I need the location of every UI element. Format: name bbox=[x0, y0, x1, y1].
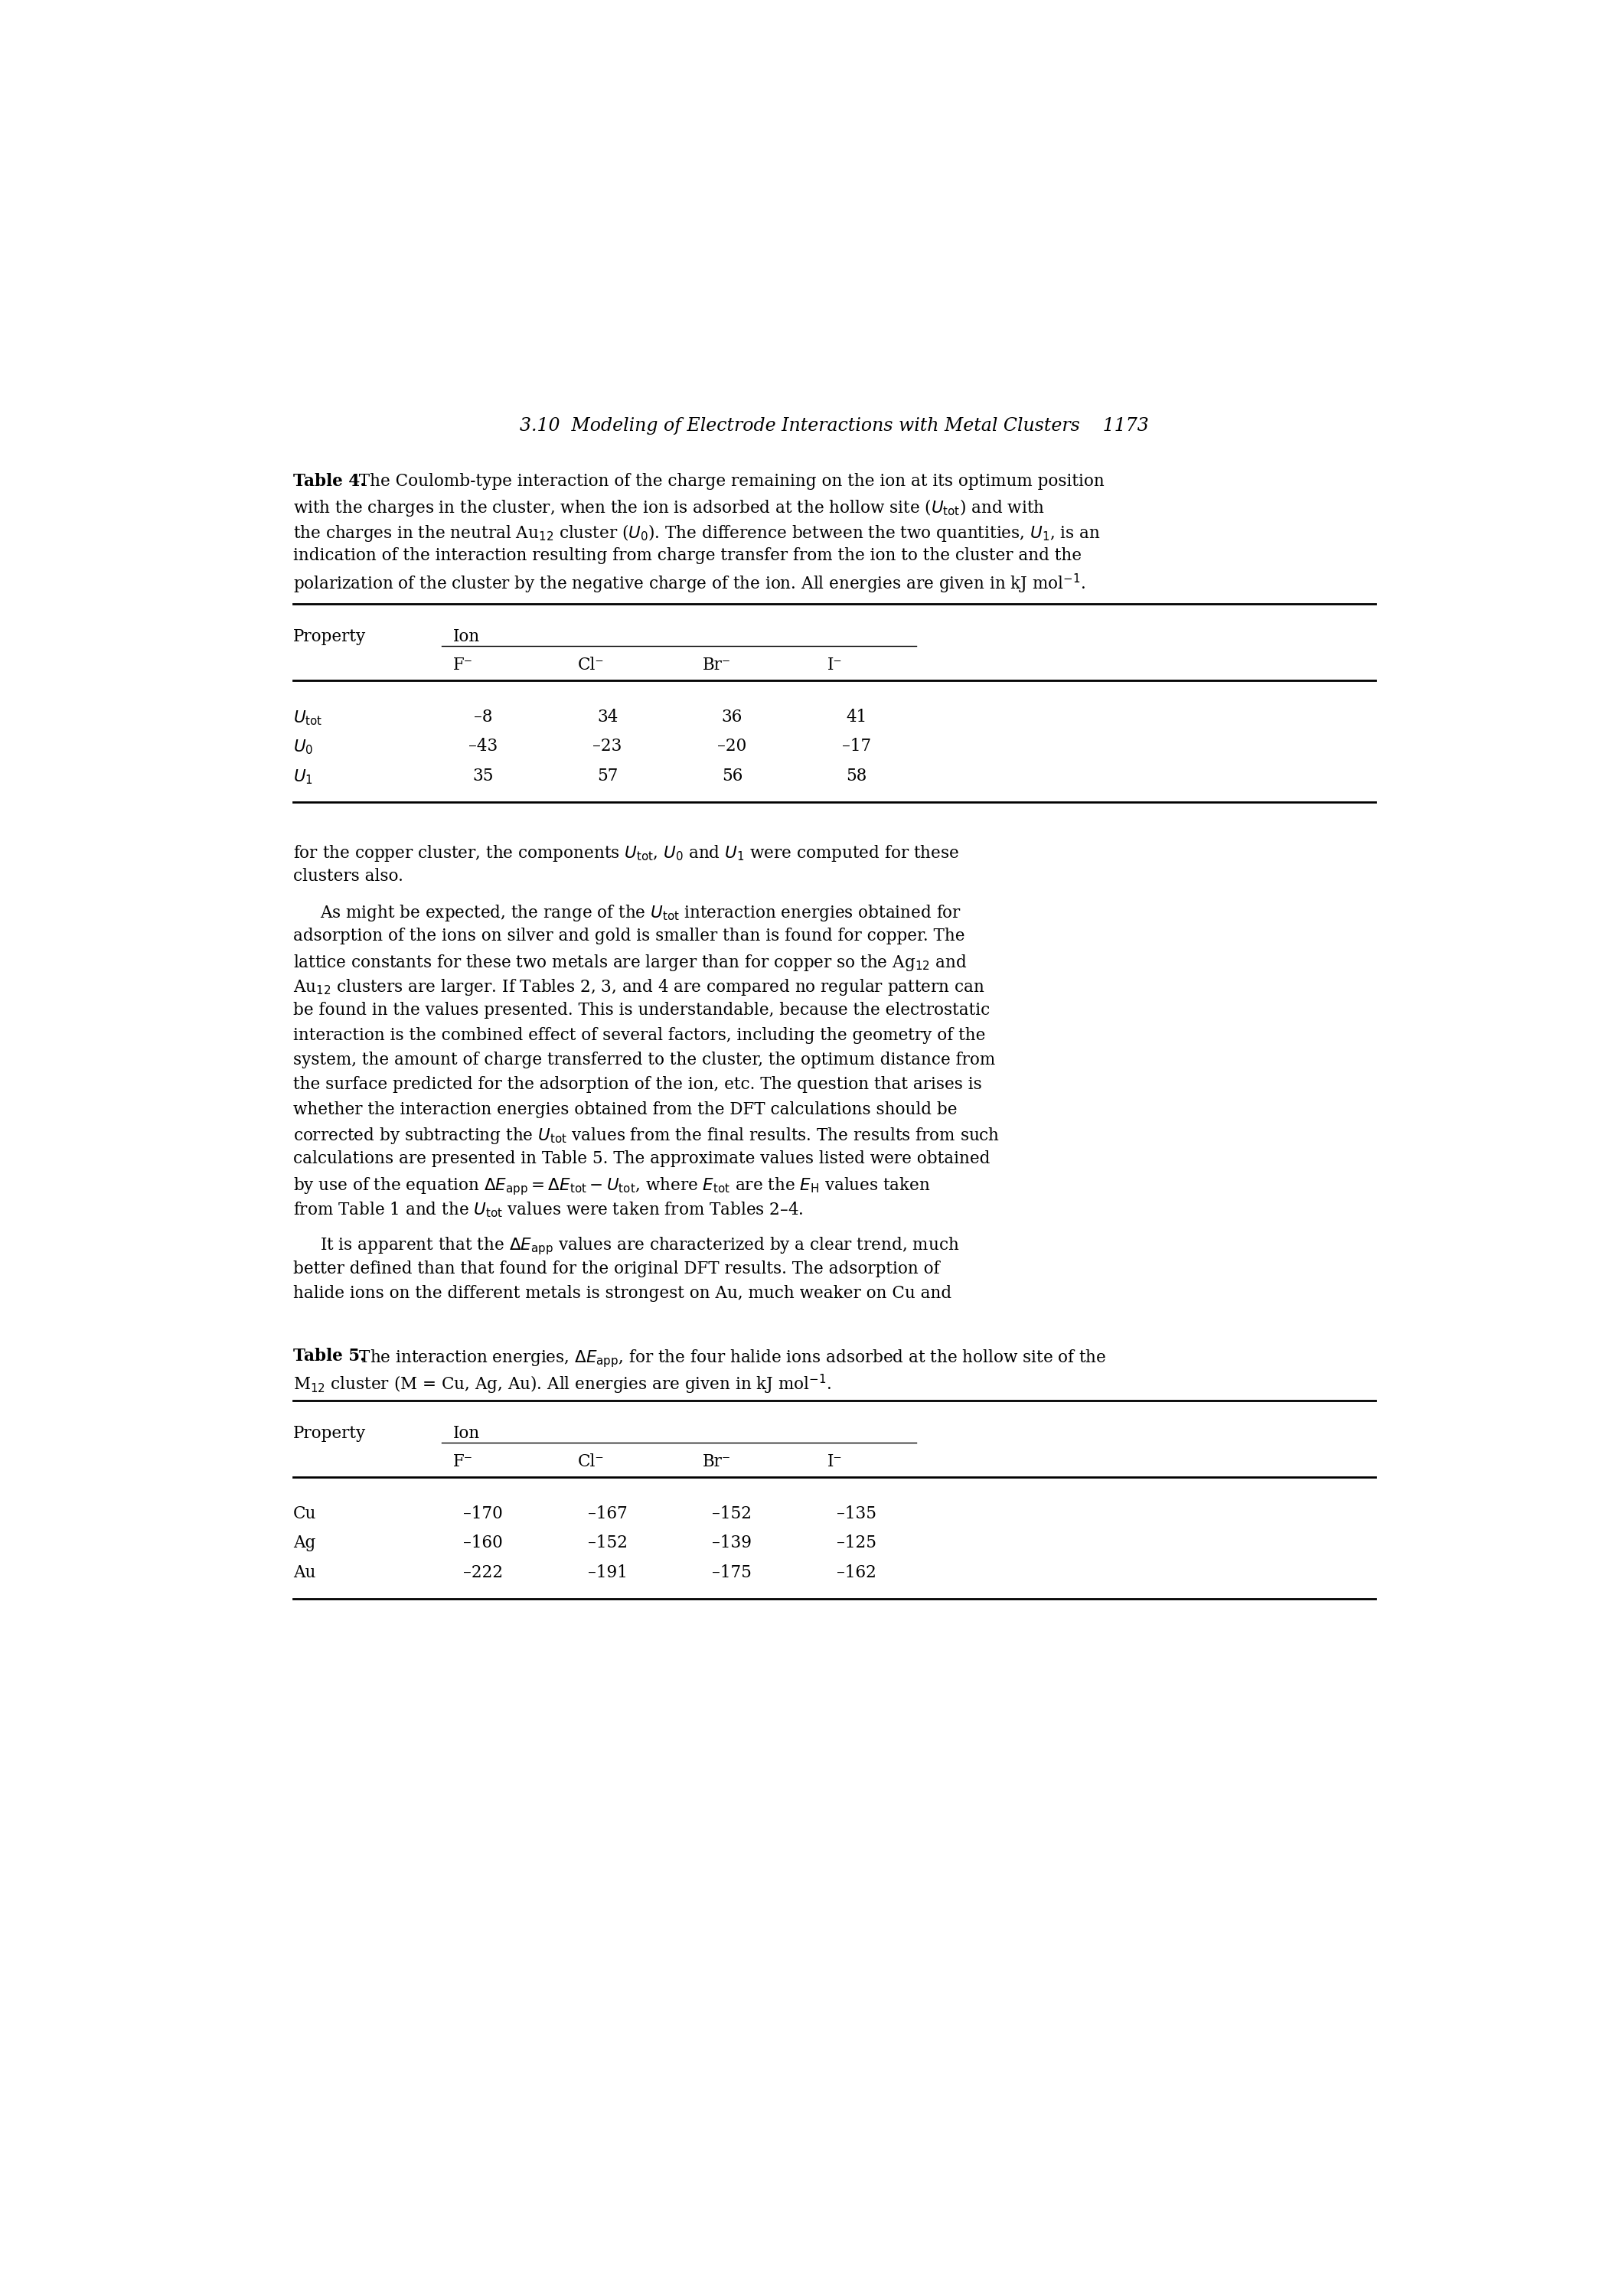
Text: –139: –139 bbox=[713, 1534, 751, 1552]
Text: It is apparent that the $\Delta E_{\mathrm{app}}$ values are characterized by a : It is apparent that the $\Delta E_{\math… bbox=[320, 1235, 959, 1256]
Text: The Coulomb-type interaction of the charge remaining on the ion at its optimum p: The Coulomb-type interaction of the char… bbox=[348, 473, 1104, 489]
Text: calculations are presented in Table 5. The approximate values listed were obtain: calculations are presented in Table 5. T… bbox=[293, 1150, 990, 1166]
Text: Ion: Ion bbox=[454, 629, 479, 645]
Text: –160: –160 bbox=[463, 1534, 502, 1552]
Text: better defined than that found for the original DFT results. The adsorption of: better defined than that found for the o… bbox=[293, 1261, 940, 1277]
Text: Br⁻: Br⁻ bbox=[703, 1453, 730, 1469]
Text: Table 5.: Table 5. bbox=[293, 1348, 365, 1364]
Text: As might be expected, the range of the $U_{\mathrm{tot}}$ interaction energies o: As might be expected, the range of the $… bbox=[320, 902, 961, 923]
Text: –162: –162 bbox=[837, 1564, 877, 1582]
Text: 57: 57 bbox=[597, 767, 618, 785]
Text: Property: Property bbox=[293, 629, 365, 645]
Text: with the charges in the cluster, when the ion is adsorbed at the hollow site ($U: with the charges in the cluster, when th… bbox=[293, 498, 1044, 519]
Text: –43: –43 bbox=[468, 737, 497, 755]
Text: whether the interaction energies obtained from the DFT calculations should be: whether the interaction energies obtaine… bbox=[293, 1102, 957, 1118]
Text: $U_0$: $U_0$ bbox=[293, 737, 314, 755]
Text: 41: 41 bbox=[846, 709, 867, 726]
Text: 56: 56 bbox=[721, 767, 742, 785]
Text: the surface predicted for the adsorption of the ion, etc. The question that aris: the surface predicted for the adsorption… bbox=[293, 1077, 981, 1093]
Text: I⁻: I⁻ bbox=[827, 1453, 842, 1469]
Text: –8: –8 bbox=[473, 709, 492, 726]
Text: M$_{12}$ cluster (M = Cu, Ag, Au). All energies are given in kJ mol$^{-1}$.: M$_{12}$ cluster (M = Cu, Ag, Au). All e… bbox=[293, 1373, 832, 1396]
Text: by use of the equation $\Delta E_{\mathrm{app}} = \Delta E_{\mathrm{tot}} - U_{\: by use of the equation $\Delta E_{\mathr… bbox=[293, 1176, 930, 1196]
Text: Ion: Ion bbox=[454, 1426, 479, 1442]
Text: 58: 58 bbox=[846, 767, 867, 785]
Text: indication of the interaction resulting from charge transfer from the ion to the: indication of the interaction resulting … bbox=[293, 546, 1081, 565]
Text: 34: 34 bbox=[597, 709, 618, 726]
Text: I⁻: I⁻ bbox=[827, 657, 842, 673]
Text: be found in the values presented. This is understandable, because the electrosta: be found in the values presented. This i… bbox=[293, 1001, 990, 1019]
Text: Ag: Ag bbox=[293, 1534, 315, 1552]
Text: The interaction energies, $\Delta E_{\mathrm{app}}$, for the four halide ions ad: The interaction energies, $\Delta E_{\ma… bbox=[348, 1348, 1107, 1368]
Text: 36: 36 bbox=[721, 709, 742, 726]
Text: halide ions on the different metals is strongest on Au, much weaker on Cu and: halide ions on the different metals is s… bbox=[293, 1286, 951, 1302]
Text: –152: –152 bbox=[587, 1534, 628, 1552]
Text: 35: 35 bbox=[473, 767, 494, 785]
Text: corrected by subtracting the $U_{\mathrm{tot}}$ values from the final results. T: corrected by subtracting the $U_{\mathrm… bbox=[293, 1125, 999, 1146]
Text: system, the amount of charge transferred to the cluster, the optimum distance fr: system, the amount of charge transferred… bbox=[293, 1052, 996, 1068]
Text: –152: –152 bbox=[713, 1506, 751, 1522]
Text: polarization of the cluster by the negative charge of the ion. All energies are : polarization of the cluster by the negat… bbox=[293, 572, 1086, 595]
Text: adsorption of the ions on silver and gold is smaller than is found for copper. T: adsorption of the ions on silver and gol… bbox=[293, 928, 965, 944]
Text: from Table 1 and the $U_{\mathrm{tot}}$ values were taken from Tables 2–4.: from Table 1 and the $U_{\mathrm{tot}}$ … bbox=[293, 1201, 803, 1219]
Text: $U_1$: $U_1$ bbox=[293, 767, 312, 785]
Text: –135: –135 bbox=[837, 1506, 877, 1522]
Text: –125: –125 bbox=[837, 1534, 877, 1552]
Text: Br⁻: Br⁻ bbox=[703, 657, 730, 673]
Text: Property: Property bbox=[293, 1426, 365, 1442]
Text: –167: –167 bbox=[587, 1506, 628, 1522]
Text: –175: –175 bbox=[713, 1564, 751, 1582]
Text: –23: –23 bbox=[592, 737, 623, 755]
Text: –191: –191 bbox=[587, 1564, 628, 1582]
Text: –20: –20 bbox=[718, 737, 747, 755]
Text: clusters also.: clusters also. bbox=[293, 868, 404, 884]
Text: F⁻: F⁻ bbox=[454, 1453, 473, 1469]
Text: Cu: Cu bbox=[293, 1506, 317, 1522]
Text: Cl⁻: Cl⁻ bbox=[578, 1453, 605, 1469]
Text: the charges in the neutral Au$_{12}$ cluster ($U_0$). The difference between the: the charges in the neutral Au$_{12}$ clu… bbox=[293, 523, 1101, 544]
Text: 3.10  Modeling of Electrode Interactions with Metal Clusters    1173: 3.10 Modeling of Electrode Interactions … bbox=[520, 418, 1149, 434]
Text: Cl⁻: Cl⁻ bbox=[578, 657, 605, 673]
Text: lattice constants for these two metals are larger than for copper so the Ag$_{12: lattice constants for these two metals a… bbox=[293, 953, 967, 974]
Text: F⁻: F⁻ bbox=[454, 657, 473, 673]
Text: Au$_{12}$ clusters are larger. If Tables 2, 3, and 4 are compared no regular pat: Au$_{12}$ clusters are larger. If Tables… bbox=[293, 978, 985, 996]
Text: –17: –17 bbox=[842, 737, 870, 755]
Text: Table 4.: Table 4. bbox=[293, 473, 365, 489]
Text: interaction is the combined effect of several factors, including the geometry of: interaction is the combined effect of se… bbox=[293, 1026, 985, 1045]
Text: $U_{\mathrm{tot}}$: $U_{\mathrm{tot}}$ bbox=[293, 709, 322, 728]
Text: for the copper cluster, the components $U_{\mathrm{tot}}$, $U_0$ and $U_1$ were : for the copper cluster, the components $… bbox=[293, 843, 959, 863]
Text: –222: –222 bbox=[463, 1564, 504, 1582]
Text: –170: –170 bbox=[463, 1506, 502, 1522]
Text: Au: Au bbox=[293, 1564, 315, 1582]
